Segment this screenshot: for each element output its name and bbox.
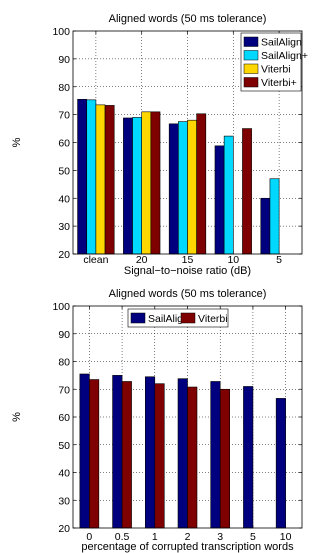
legend-label: Viterbi <box>198 313 228 325</box>
legend-label: SailAlign+ <box>261 50 308 62</box>
bar-sailalign <box>123 117 133 255</box>
legend-swatch <box>243 77 259 88</box>
y-tick-label: 30 <box>58 495 70 507</box>
bar-sailalign <box>260 197 271 255</box>
bar-sailalign-plus <box>178 121 188 255</box>
y-tick-label: 20 <box>58 249 70 261</box>
bar-viterbi-plus <box>104 105 115 255</box>
x-tick-label: 5 <box>276 254 282 266</box>
x-tick-label: 1 <box>152 531 158 543</box>
legend-label: Viterbi <box>261 64 291 76</box>
y-tick-label: 80 <box>58 82 70 94</box>
y-axis-label: % <box>11 412 23 422</box>
y-tick-label: 90 <box>58 54 70 66</box>
legend: SailAlign Viterbi <box>127 308 229 328</box>
x-tick-label: clean <box>83 254 108 266</box>
bar-sailalign <box>210 381 221 529</box>
y-tick-label: 60 <box>58 138 70 150</box>
chart-2: 20 30 40 50 60 70 80 90 100 0 0.5 1 2 3 5 10 Aligned wor… <box>11 288 303 553</box>
bar-sailalign <box>144 376 156 529</box>
legend-swatch <box>243 50 259 61</box>
bar-viterbi <box>187 386 198 529</box>
y-tick-label: 70 <box>58 384 70 396</box>
y-axis-label: % <box>11 137 23 147</box>
bar-sailalign <box>77 98 88 255</box>
bar-sailalign <box>79 373 90 529</box>
legend-label: SailAlign <box>261 37 302 49</box>
chart-title: Aligned words (50 ms tolerance) <box>109 13 267 25</box>
y-tick-label: 100 <box>52 26 70 38</box>
bar-viterbi-plus <box>242 128 252 255</box>
legend-box <box>127 308 229 328</box>
y-tick-label: 30 <box>58 221 70 233</box>
bar-viterbi <box>95 104 106 255</box>
x-axis-label: Signal−to−noise ratio (dB) <box>124 265 251 277</box>
bar-sailalign <box>168 123 179 255</box>
x-axis-label: percentage of corrupted transcription wo… <box>81 541 294 553</box>
bar-viterbi <box>187 119 197 255</box>
bar-sailalign-plus <box>132 117 142 255</box>
bar-sailalign-plus <box>269 178 280 255</box>
bar-sailalign-plus <box>223 135 234 255</box>
x-tick-label: 10 <box>280 531 292 543</box>
bar-sailalign <box>275 398 286 529</box>
bar-viterbi-plus <box>196 113 207 255</box>
y-tick-label: 80 <box>58 357 70 369</box>
y-tick-label: 60 <box>58 412 70 424</box>
x-tick-label: 5 <box>250 531 256 543</box>
legend-label: SailAlign <box>148 313 189 325</box>
bar-viterbi <box>219 388 231 529</box>
bar-sailalign-plus <box>86 99 97 255</box>
bar-sailalign <box>112 375 123 529</box>
bar-viterbi-plus <box>150 111 161 255</box>
y-tick-label: 50 <box>58 165 70 177</box>
y-tick-label: 40 <box>58 193 70 205</box>
chart-title: Aligned words (50 ms tolerance) <box>109 288 267 300</box>
chart-1: 20 30 40 50 60 70 80 90 100 clean 20 15 10 5 Aligned w… <box>11 13 308 277</box>
x-tick-label: 20 <box>136 254 148 266</box>
legend-swatch <box>243 63 259 74</box>
y-tick-label: 100 <box>52 301 70 313</box>
bar-viterbi <box>141 111 152 255</box>
bar-viterbi <box>154 383 165 529</box>
bar-viterbi <box>89 379 100 529</box>
legend-label: Viterbi+ <box>261 77 297 89</box>
legend-swatch <box>243 36 259 47</box>
x-tick-label: 0 <box>86 531 92 543</box>
y-tick-label: 50 <box>58 440 70 452</box>
bar-sailalign <box>214 145 225 255</box>
legend-swatch <box>180 312 196 324</box>
x-tick-label: 3 <box>217 531 223 543</box>
y-tick-label: 40 <box>58 468 70 480</box>
bar-viterbi <box>121 381 132 529</box>
x-tick-label: 15 <box>182 254 194 266</box>
axes-frame <box>72 305 303 529</box>
legend-swatch <box>130 312 146 324</box>
axes-frame <box>72 30 303 255</box>
y-tick-label: 90 <box>58 329 70 341</box>
x-tick-label: 2 <box>185 531 191 543</box>
x-tick-label: 0.5 <box>115 531 130 543</box>
y-tick-label: 20 <box>58 523 70 535</box>
y-tick-label: 70 <box>58 110 70 122</box>
bar-sailalign <box>243 386 254 529</box>
x-tick-label: 10 <box>227 254 239 266</box>
bar-sailalign <box>177 378 188 529</box>
